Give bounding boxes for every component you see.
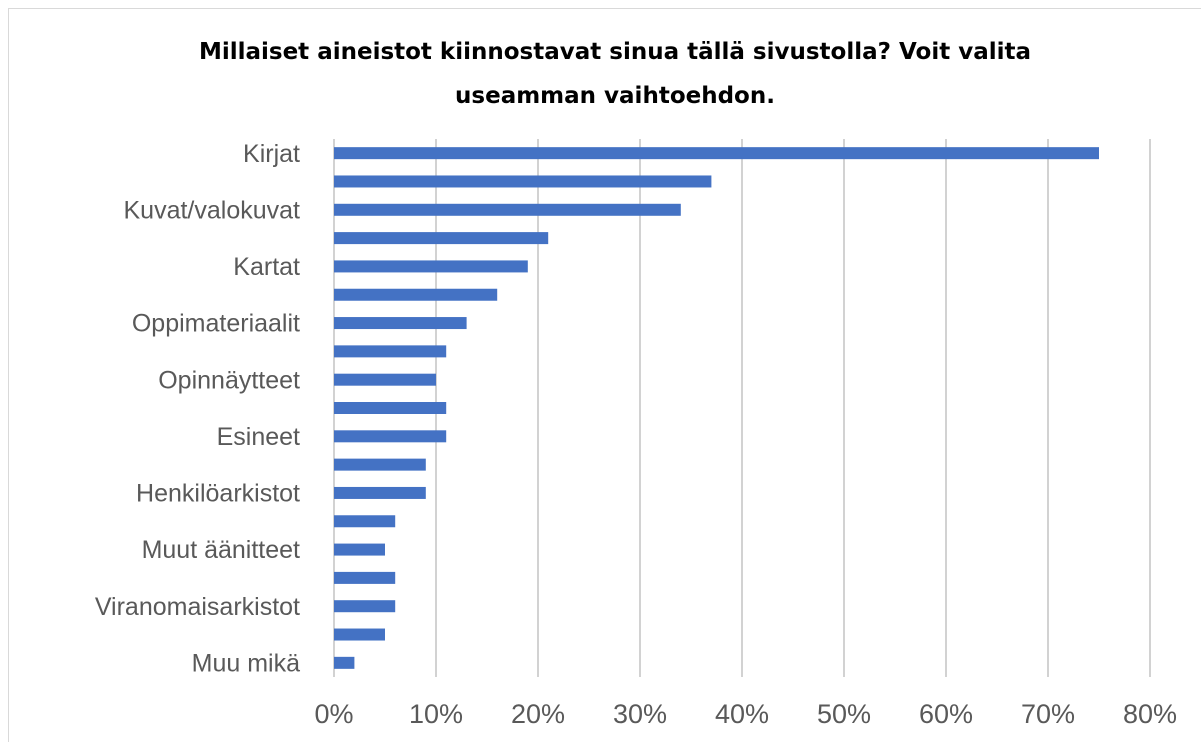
bar: [334, 628, 385, 641]
bar: [334, 260, 528, 273]
bar: [334, 147, 1099, 160]
x-tick-label: 30%: [613, 699, 667, 729]
bar: [334, 600, 396, 613]
bar: [334, 515, 396, 528]
x-tick-label: 70%: [1021, 699, 1075, 729]
x-tick-label: 60%: [919, 699, 973, 729]
y-tick-label: Kartat: [233, 253, 300, 281]
x-tick-label: 20%: [511, 699, 565, 729]
bar: [334, 345, 447, 358]
bar: [334, 656, 355, 669]
x-tick-label: 10%: [409, 699, 463, 729]
bar: [334, 373, 436, 386]
bar: [334, 571, 396, 584]
x-tick-label: 40%: [715, 699, 769, 729]
bar: [334, 543, 385, 556]
chart-border: [8, 8, 1201, 742]
bar: [334, 175, 712, 188]
y-tick-label: Muu mikä: [192, 649, 300, 677]
y-tick-label: Muut äänitteet: [142, 536, 300, 564]
x-tick-label: 50%: [817, 699, 871, 729]
y-tick-label: Henkilöarkistot: [136, 480, 300, 508]
y-tick-label: Kirjat: [243, 140, 300, 168]
y-tick-label: Opinnäytteet: [158, 366, 300, 394]
bar: [334, 486, 426, 499]
bar: [334, 458, 426, 471]
y-tick-label: Viranomaisarkistot: [95, 593, 300, 621]
bar: [334, 317, 467, 330]
x-tick-label: 0%: [314, 699, 353, 729]
bar: [334, 288, 498, 301]
y-tick-label: Oppimateriaalit: [132, 310, 300, 338]
bar: [334, 232, 549, 245]
bar: [334, 402, 447, 414]
chart-title: Millaiset aineistot kiinnostavat sinua t…: [198, 39, 1032, 109]
bar: [334, 430, 447, 443]
y-tick-label: Kuvat/valokuvat: [124, 196, 301, 224]
x-tick-label: 80%: [1123, 699, 1177, 729]
y-tick-label: Esineet: [217, 423, 300, 451]
bar: [334, 203, 681, 216]
